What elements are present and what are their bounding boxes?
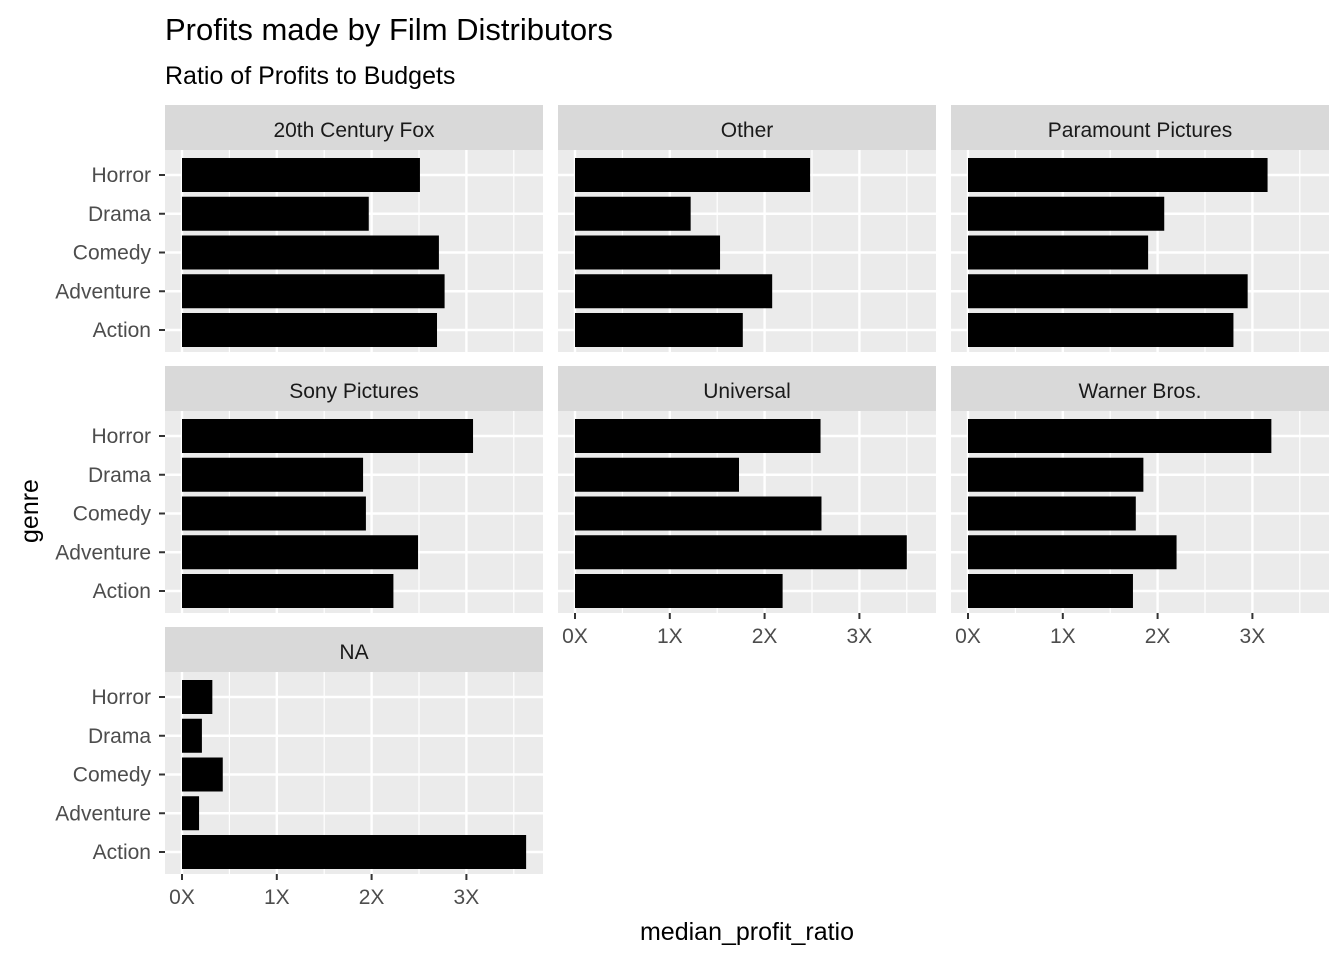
- bar-comedy: [968, 496, 1136, 531]
- facet-panel-paramount-pictures: Paramount Pictures: [951, 105, 1329, 352]
- bar-action: [968, 313, 1234, 347]
- bar-comedy: [575, 235, 721, 270]
- facet-grid: 20th Century Fox Action Adventure Comedy Dra…: [55, 105, 1329, 909]
- y-tick-label: Adventure: [55, 541, 151, 564]
- bar-horror: [575, 419, 821, 453]
- bar-action: [575, 574, 783, 608]
- y-tick-label: Action: [93, 841, 151, 864]
- bar-action: [182, 574, 394, 608]
- facet-strip: [558, 366, 936, 411]
- y-tick-label: Comedy: [73, 764, 152, 787]
- x-tick-label: 0X: [562, 625, 588, 648]
- facet-strip: [165, 627, 543, 672]
- bar-horror: [182, 158, 420, 192]
- facet-strip-label: 20th Century Fox: [273, 119, 435, 142]
- bar-adventure: [182, 796, 200, 831]
- bar-horror: [968, 158, 1268, 192]
- bar-horror: [968, 419, 1272, 453]
- chart-title: Profits made by Film Distributors: [165, 12, 613, 47]
- y-tick-label: Drama: [88, 203, 151, 226]
- y-tick-label: Horror: [91, 425, 151, 448]
- bar-adventure: [575, 274, 773, 309]
- y-tick-label: Action: [93, 319, 151, 342]
- facet-strip: [951, 366, 1329, 411]
- bar-horror: [575, 158, 811, 192]
- bar-adventure: [182, 274, 445, 309]
- x-tick-label: 1X: [264, 886, 290, 909]
- facet-strip-label: NA: [339, 641, 368, 664]
- facet-strip-label: Sony Pictures: [289, 380, 419, 403]
- y-tick-label: Horror: [91, 164, 151, 187]
- y-tick-label: Drama: [88, 464, 151, 487]
- chart-subtitle: Ratio of Profits to Budgets: [165, 62, 455, 90]
- bar-comedy: [182, 757, 223, 792]
- x-tick-label: 0X: [169, 886, 195, 909]
- bar-drama: [968, 196, 1165, 231]
- bar-adventure: [182, 535, 419, 570]
- y-tick-label: Comedy: [73, 503, 152, 526]
- bar-drama: [182, 457, 364, 492]
- bar-adventure: [968, 535, 1177, 570]
- bar-action: [575, 313, 743, 347]
- x-tick-label: 3X: [1240, 625, 1266, 648]
- facet-strip: [165, 366, 543, 411]
- facet-panel-other: Other: [558, 105, 936, 352]
- x-tick-label: 2X: [1145, 625, 1171, 648]
- bar-horror: [182, 680, 213, 714]
- bar-comedy: [182, 496, 366, 531]
- bar-action: [182, 835, 527, 869]
- bar-drama: [575, 196, 691, 231]
- y-tick-label: Action: [93, 580, 151, 603]
- x-tick-label: 3X: [454, 886, 480, 909]
- facet-strip: [951, 105, 1329, 150]
- y-axis-title: genre: [16, 479, 44, 543]
- facet-panel-20th-century-fox: 20th Century Fox Action Adventure Comedy Dra…: [55, 105, 543, 352]
- x-tick-label: 1X: [657, 625, 683, 648]
- bar-drama: [575, 457, 740, 492]
- bar-comedy: [968, 235, 1149, 270]
- y-tick-label: Comedy: [73, 242, 152, 265]
- bar-drama: [182, 718, 202, 753]
- bar-action: [182, 313, 438, 347]
- bar-comedy: [575, 496, 822, 531]
- bar-drama: [968, 457, 1144, 492]
- x-tick-label: 0X: [955, 625, 981, 648]
- facet-strip: [558, 105, 936, 150]
- y-tick-label: Adventure: [55, 280, 151, 303]
- bar-adventure: [968, 274, 1248, 309]
- facet-panel-na: NA Action Adventure Comedy Drama Horror 0X 1X 2X…: [55, 627, 543, 909]
- bar-adventure: [575, 535, 907, 570]
- facet-panel-universal: Universal 0X 1X 2X 3X: [558, 366, 936, 648]
- x-tick-label: 2X: [752, 625, 778, 648]
- bar-drama: [182, 196, 369, 231]
- facet-strip-label: Warner Bros.: [1079, 380, 1202, 403]
- x-tick-label: 1X: [1050, 625, 1076, 648]
- y-tick-label: Drama: [88, 725, 151, 748]
- x-tick-label: 3X: [847, 625, 873, 648]
- facet-strip: [165, 105, 543, 150]
- bar-action: [968, 574, 1133, 608]
- facet-strip-label: Other: [721, 119, 774, 142]
- facet-panel-sony-pictures: Sony Pictures Action Adventure Comedy Drama H…: [55, 366, 543, 613]
- facet-panel-warner-bros: Warner Bros. 0X 1X 2X 3X: [951, 366, 1329, 648]
- y-tick-label: Horror: [91, 686, 151, 709]
- bar-comedy: [182, 235, 439, 270]
- facet-strip-label: Universal: [703, 380, 791, 403]
- y-tick-label: Adventure: [55, 802, 151, 825]
- bar-horror: [182, 419, 474, 453]
- facet-strip-label: Paramount Pictures: [1048, 119, 1232, 142]
- x-tick-label: 2X: [359, 886, 385, 909]
- x-axis-title: median_profit_ratio: [640, 918, 854, 946]
